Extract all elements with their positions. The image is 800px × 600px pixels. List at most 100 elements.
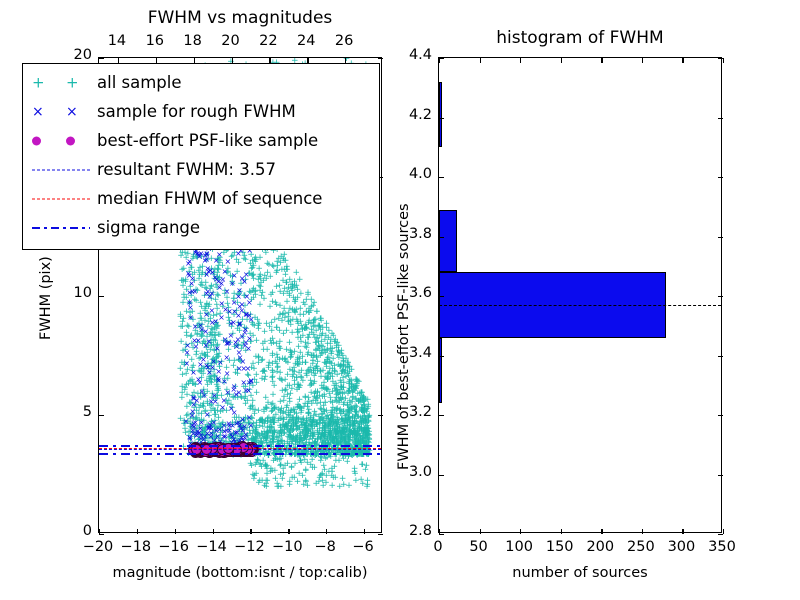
scatter-point-all-sample: +: [208, 421, 216, 430]
scatter-point-all-sample: +: [356, 447, 364, 456]
scatter-point-all-sample: +: [359, 437, 367, 447]
scatter-point-all-sample: +: [329, 420, 337, 429]
x-tick-bottom: [479, 529, 481, 534]
scatter-point-all-sample: +: [360, 393, 368, 402]
scatter-point-all-sample: +: [303, 430, 311, 439]
scatter-point-all-sample: +: [278, 437, 286, 446]
scatter-point-all-sample: +: [294, 360, 302, 370]
scatter-point-all-sample: +: [346, 427, 354, 437]
scatter-point-all-sample: +: [287, 406, 295, 416]
cross-icon: × ×: [23, 97, 97, 126]
x-tick-label-bottom: −8: [302, 539, 348, 555]
scatter-point-all-sample: +: [310, 298, 318, 308]
scatter-point-all-sample: +: [303, 414, 311, 424]
scatter-point-all-sample: +: [334, 440, 342, 449]
scatter-point-all-sample: +: [236, 425, 244, 435]
scatter-point-all-sample: +: [177, 251, 185, 261]
scatter-point-all-sample: +: [261, 372, 269, 382]
x-tick-label: 150: [537, 539, 583, 555]
scatter-point-rough-fwhm: ×: [187, 304, 194, 312]
scatter-point-all-sample: +: [353, 434, 361, 443]
scatter-point-all-sample: +: [269, 390, 277, 400]
scatter-point-all-sample: +: [292, 446, 300, 456]
scatter-point-all-sample: +: [318, 443, 326, 453]
scatter-point-all-sample: +: [302, 339, 310, 348]
scatter-point-all-sample: +: [278, 405, 286, 414]
scatter-point-all-sample: +: [364, 424, 372, 434]
scatter-point-all-sample: +: [262, 248, 270, 258]
scatter-point-all-sample: +: [253, 428, 261, 438]
scatter-point-all-sample: +: [229, 394, 237, 403]
scatter-point-all-sample: +: [324, 375, 332, 384]
scatter-point-all-sample: +: [311, 389, 319, 399]
scatter-point-all-sample: +: [353, 402, 361, 412]
scatter-point-all-sample: +: [362, 414, 370, 424]
scatter-point-all-sample: +: [267, 443, 275, 452]
scatter-point-all-sample: +: [359, 438, 367, 448]
scatter-point-all-sample: +: [355, 397, 363, 407]
scatter-point-all-sample: +: [252, 287, 260, 296]
scatter-point-all-sample: +: [313, 393, 321, 403]
scatter-point-all-sample: +: [306, 309, 314, 318]
scatter-point-all-sample: +: [340, 433, 348, 443]
scatter-point-all-sample: +: [296, 402, 304, 412]
scatter-point-rough-fwhm: ×: [202, 328, 209, 336]
scatter-point-all-sample: +: [199, 370, 207, 379]
scatter-point-all-sample: +: [364, 422, 372, 431]
scatter-point-all-sample: +: [208, 324, 216, 334]
scatter-point-all-sample: +: [283, 297, 291, 307]
scatter-point-all-sample: +: [292, 298, 300, 307]
scatter-plot-area: + + + + + + + + + + + + + + + + + + + + + + + + + + + + + + + + + + + + + + + +…: [99, 58, 381, 532]
scatter-point-all-sample: +: [247, 403, 255, 412]
scatter-point-all-sample: +: [271, 426, 279, 436]
scatter-point-all-sample: +: [259, 422, 267, 432]
scatter-point-all-sample: +: [313, 363, 321, 372]
scatter-point-all-sample: +: [301, 358, 309, 368]
scatter-point-all-sample: +: [266, 323, 274, 332]
scatter-point-all-sample: +: [280, 407, 288, 417]
scatter-point-all-sample: +: [297, 408, 305, 418]
scatter-point-all-sample: +: [239, 429, 247, 439]
scatter-point-all-sample: +: [341, 439, 349, 449]
scatter-point-all-sample: +: [346, 416, 354, 426]
scatter-point-all-sample: +: [257, 415, 265, 425]
scatter-point-all-sample: +: [329, 409, 337, 418]
x-tick-bottom: [560, 529, 562, 534]
scatter-point-all-sample: +: [268, 327, 276, 336]
scatter-point-all-sample: +: [244, 370, 252, 380]
scatter-point-all-sample: +: [308, 302, 316, 312]
scatter-point-all-sample: +: [337, 395, 345, 404]
scatter-point-all-sample: +: [345, 426, 353, 435]
scatter-point-all-sample: +: [222, 438, 230, 447]
scatter-point-all-sample: +: [305, 408, 313, 418]
scatter-point-all-sample: +: [276, 344, 284, 354]
scatter-point-rough-fwhm: ×: [189, 288, 196, 296]
scatter-point-all-sample: +: [310, 371, 318, 381]
scatter-point-all-sample: +: [351, 406, 359, 415]
scatter-point-all-sample: +: [188, 423, 196, 433]
scatter-point-all-sample: +: [269, 335, 277, 344]
scatter-point-all-sample: +: [352, 385, 360, 394]
scatter-point-all-sample: +: [271, 455, 279, 464]
scatter-point-all-sample: +: [214, 402, 222, 411]
scatter-point-all-sample: +: [350, 446, 358, 455]
x-tick-bottom: [288, 529, 290, 534]
scatter-point-all-sample: +: [307, 414, 315, 423]
scatter-point-all-sample: +: [260, 428, 268, 437]
scatter-point-all-sample: +: [298, 367, 306, 376]
scatter-point-all-sample: +: [283, 401, 291, 411]
scatter-point-all-sample: +: [358, 447, 366, 456]
scatter-point-all-sample: +: [235, 341, 243, 350]
scatter-point-all-sample: +: [308, 425, 316, 434]
scatter-point-all-sample: +: [258, 438, 266, 447]
scatter-point-all-sample: +: [339, 394, 347, 403]
scatter-point-all-sample: +: [283, 287, 291, 297]
scatter-point-all-sample: +: [294, 478, 302, 487]
scatter-point-all-sample: +: [301, 423, 309, 433]
scatter-point-all-sample: +: [270, 262, 278, 272]
scatter-point-all-sample: +: [331, 448, 339, 458]
x-tick-label: 0: [415, 539, 461, 555]
scatter-point-all-sample: +: [317, 447, 325, 457]
scatter-point-all-sample: +: [241, 251, 249, 261]
scatter-point-all-sample: +: [337, 428, 345, 437]
